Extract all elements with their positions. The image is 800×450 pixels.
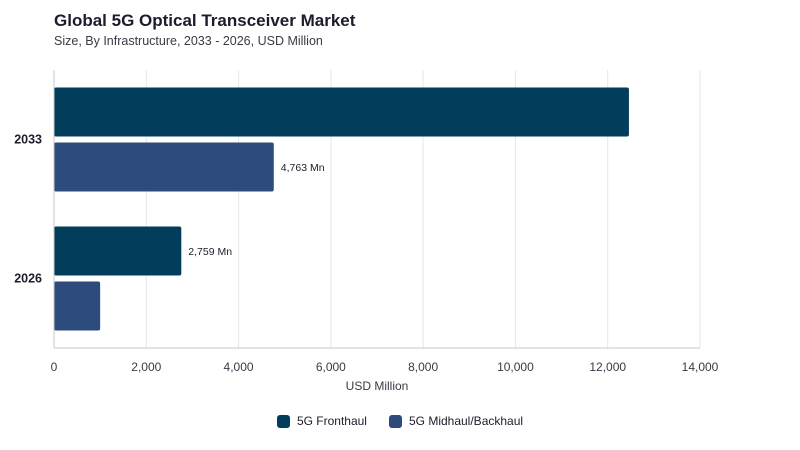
legend: 5G Fronthaul 5G Midhaul/Backhaul xyxy=(0,414,800,428)
legend-swatch-midhaul xyxy=(388,414,402,428)
data-labels: 4,763 Mn 2,759 Mn xyxy=(188,162,324,258)
legend-label-fronthaul: 5G Fronthaul xyxy=(296,414,367,428)
category-labels: 2033 2026 xyxy=(14,133,42,286)
data-label: 4,763 Mn xyxy=(281,162,325,174)
bar[interactable] xyxy=(54,142,274,192)
legend-swatch-fronthaul xyxy=(276,414,290,428)
x-tick-label: 0 xyxy=(51,360,58,374)
axes xyxy=(53,70,700,349)
bar[interactable] xyxy=(54,281,101,331)
x-tick-labels: 0 2,000 4,000 6,000 8,000 10,000 12,000 14,000 xyxy=(51,360,719,374)
legend-item-midhaul[interactable]: 5G Midhaul/Backhaul xyxy=(388,414,524,428)
chart-subtitle: Size, By Infrastructure, 2033 - 2026, US… xyxy=(54,34,323,48)
data-label: 2,759 Mn xyxy=(188,246,232,258)
category-label: 2033 xyxy=(14,133,42,147)
chart-title: Global 5G Optical Transceiver Market xyxy=(54,11,356,30)
bar[interactable] xyxy=(54,87,629,137)
x-tick-label: 14,000 xyxy=(682,360,719,374)
category-label: 2026 xyxy=(14,272,42,286)
x-axis-title: USD Million xyxy=(346,379,409,393)
x-tick-label: 10,000 xyxy=(497,360,534,374)
bar[interactable] xyxy=(54,226,182,276)
x-tick-label: 2,000 xyxy=(131,360,161,374)
legend-item-fronthaul[interactable]: 5G Fronthaul xyxy=(276,414,367,428)
x-tick-label: 4,000 xyxy=(224,360,254,374)
x-tick-label: 12,000 xyxy=(589,360,626,374)
x-tick-label: 6,000 xyxy=(316,360,346,374)
bars xyxy=(54,87,629,331)
legend-label-midhaul: 5G Midhaul/Backhaul xyxy=(408,414,524,428)
x-tick-label: 8,000 xyxy=(408,360,438,374)
